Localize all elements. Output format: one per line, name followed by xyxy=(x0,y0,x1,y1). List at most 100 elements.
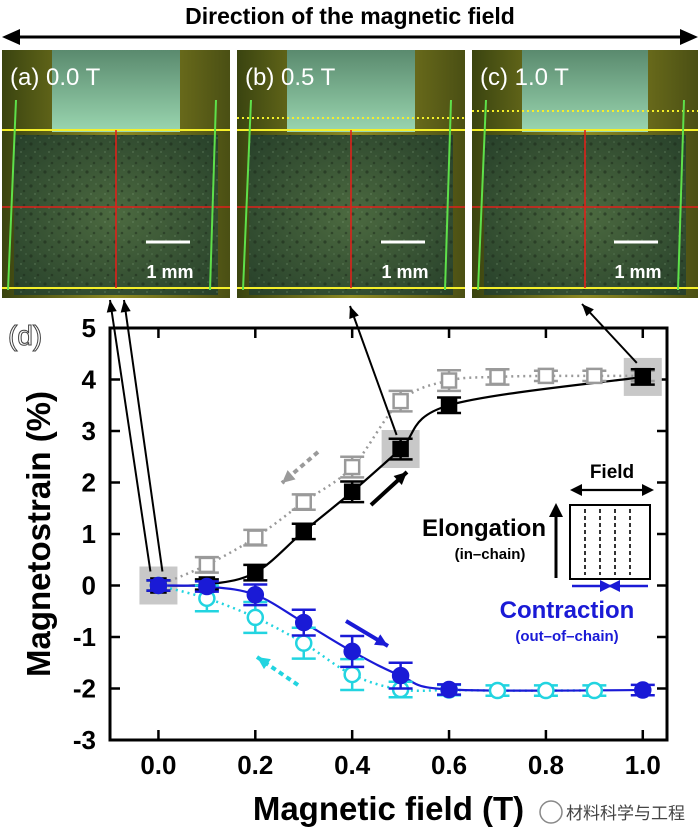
field-direction-arrowhead-right xyxy=(680,29,698,45)
marker-square xyxy=(198,556,216,574)
marker-square xyxy=(489,368,506,386)
pointer-a-right-head xyxy=(120,300,131,313)
marker-square xyxy=(392,440,409,458)
inset-field-label: Field xyxy=(590,462,634,483)
marker-square xyxy=(247,529,264,546)
elongation-label: Elongation xyxy=(422,515,546,542)
x-tick-label: 0.6 xyxy=(431,750,467,780)
pointer-c-line xyxy=(581,303,638,364)
inset-sample-box xyxy=(569,504,651,580)
watermark-text: 材料科学与工程 xyxy=(566,804,685,823)
chart-d: (d) -3 -2 -1 0 1 2 3 4 5 0.0 0.2 0.4 0.6 0.8 1.0 Magneti… xyxy=(8,299,685,827)
data-point-series-0 xyxy=(630,367,655,386)
pointer-a-right-line xyxy=(123,299,164,572)
y-axis-label: Magnetostrain (%) xyxy=(20,391,57,677)
y-tick-label: 1 xyxy=(82,519,96,549)
elongation-sublabel: (in–chain) xyxy=(455,546,526,563)
contraction-label: Contraction xyxy=(500,597,635,624)
marker-circle xyxy=(634,681,652,699)
data-point-series-2 xyxy=(630,681,655,699)
y-tick-label: 0 xyxy=(82,571,96,601)
data-point-series-1 xyxy=(582,367,607,385)
inset-field-arrowhead-left xyxy=(570,484,582,496)
marker-circle xyxy=(343,642,361,661)
marker-circle xyxy=(585,681,604,700)
scale-bar-label: 1 mm xyxy=(146,262,193,282)
data-point-series-1 xyxy=(533,367,558,385)
scale-bar-label: 1 mm xyxy=(381,262,428,282)
y-tick-label: 5 xyxy=(82,313,96,343)
inset-field-arrowhead-right xyxy=(642,484,654,496)
contraction-decrease-arrow-head xyxy=(257,657,271,670)
y-tick-label: 2 xyxy=(82,468,96,498)
marker-square xyxy=(634,368,652,386)
marker-circle xyxy=(149,576,168,595)
photo-label: (a) 0.0 T xyxy=(10,64,101,91)
data-point-series-3 xyxy=(485,681,510,700)
x-tick-label: 0.8 xyxy=(528,750,564,780)
marker-square xyxy=(586,367,603,385)
marker-circle xyxy=(246,608,265,627)
marker-square xyxy=(343,458,361,476)
photo-left-edge-line xyxy=(477,99,487,291)
pointer-c-head xyxy=(582,304,594,317)
data-point-series-0 xyxy=(291,522,316,541)
photo-panels: (a) 0.0 T 1 mm (b) 0.5 T 1 mm (c) 1.0 T 1 mm xyxy=(2,50,698,298)
x-tick-label: 1.0 xyxy=(625,750,661,780)
data-point-series-1 xyxy=(437,368,462,393)
field-direction-arrowhead-left xyxy=(2,29,20,45)
marker-square xyxy=(343,483,361,501)
x-tick-label: 0.2 xyxy=(237,750,273,780)
photo-label: (c) 1.0 T xyxy=(480,64,569,91)
data-point-series-2 xyxy=(243,583,268,607)
data-point-series-2 xyxy=(340,634,365,669)
x-axis-label: Magnetic field (T) xyxy=(253,790,524,827)
marker-square xyxy=(392,392,409,410)
photo-left-edge-line xyxy=(7,99,17,291)
data-point-series-2 xyxy=(291,608,316,637)
panel-label: (d) xyxy=(8,320,42,351)
photo-right-edge-line xyxy=(677,99,685,291)
marker-circle xyxy=(294,634,313,652)
data-point-series-2 xyxy=(388,661,413,690)
data-point-series-1 xyxy=(485,367,510,386)
marker-circle xyxy=(198,577,216,596)
contraction-sublabel: (out–of–chain) xyxy=(515,628,618,645)
photo-panel-2: (c) 1.0 T 1 mm xyxy=(472,50,698,298)
marker-square xyxy=(440,397,458,414)
data-point-series-0 xyxy=(243,563,268,582)
data-point-series-0 xyxy=(388,437,413,461)
marker-square xyxy=(247,564,264,581)
data-point-series-0 xyxy=(437,396,462,415)
x-tick-label: 0.4 xyxy=(334,750,371,780)
contraction-increase-arrow-head xyxy=(374,634,388,646)
pointer-a-left-head xyxy=(106,300,117,313)
data-point-series-2 xyxy=(194,577,219,596)
marker-square xyxy=(295,493,312,511)
data-point-series-1 xyxy=(388,389,413,413)
photo-label: (b) 0.5 T xyxy=(245,64,336,91)
data-point-series-0 xyxy=(340,480,365,504)
pointer-b-head xyxy=(349,306,359,319)
data-point-series-1 xyxy=(340,455,365,479)
photo-right-edge-line xyxy=(209,99,217,291)
inset-contraction-arrowhead-right xyxy=(600,580,612,592)
data-point-series-3 xyxy=(533,681,558,700)
y-tick-label: -1 xyxy=(73,622,96,652)
y-tick-label: 3 xyxy=(82,416,96,446)
scale-bar-label: 1 mm xyxy=(614,262,661,282)
photo-panel-1: (b) 0.5 T 1 mm xyxy=(237,50,465,298)
pointer-a-left-line xyxy=(109,299,152,572)
data-point-series-1 xyxy=(194,555,219,574)
pointer-b-line xyxy=(349,305,398,436)
y-tick-label: -3 xyxy=(73,725,96,755)
y-tick-label: -2 xyxy=(73,674,96,704)
photo-panel-0: (a) 0.0 T 1 mm xyxy=(2,50,230,298)
x-tick-label: 0.0 xyxy=(140,750,176,780)
field-direction-header: Direction of the magnetic field xyxy=(2,2,698,45)
data-point-series-2 xyxy=(146,576,171,595)
data-point-series-2 xyxy=(437,680,462,699)
marker-circle xyxy=(294,613,313,632)
header-title: Direction of the magnetic field xyxy=(185,3,515,29)
